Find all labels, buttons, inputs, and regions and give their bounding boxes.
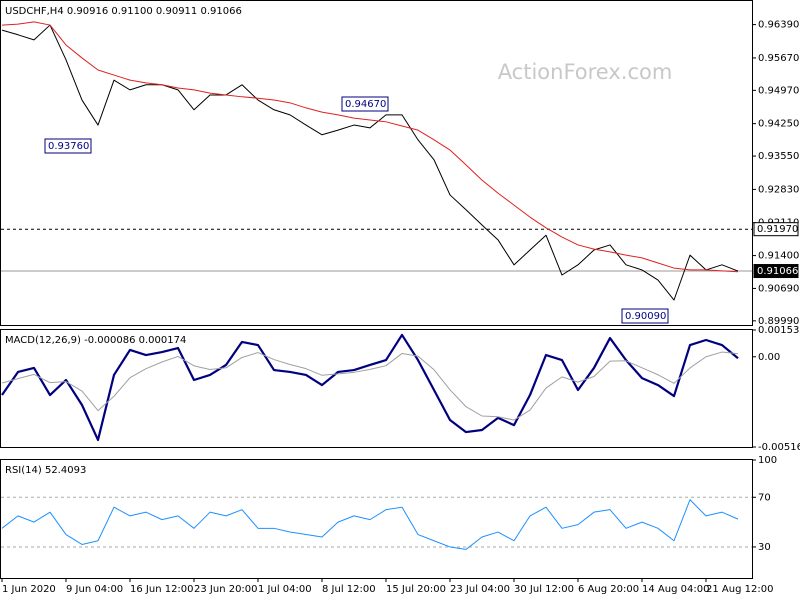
x-tick-label: 23 Jun 20:00	[194, 584, 258, 595]
y-tick-label: 0.93550	[758, 151, 799, 162]
y-tick-label: 0.92830	[758, 184, 799, 195]
panel-title: USDCHF,H4 0.90916 0.91100 0.90911 0.9106…	[5, 6, 242, 17]
x-tick-label: 23 Jul 04:00	[450, 584, 510, 595]
y-tick-label: 70	[758, 492, 771, 503]
price-label-box	[753, 222, 799, 237]
x-tick-label: 21 Aug 12:00	[706, 584, 773, 595]
y-tick-label: 30	[758, 542, 771, 553]
y-tick-label: 0.00	[758, 352, 780, 363]
y-tick-label: 0.96390	[758, 20, 799, 31]
series-line	[1, 499, 739, 550]
annotation-box	[621, 308, 669, 324]
panel-title: RSI(14) 52.4093	[5, 465, 86, 476]
y-tick-label: 100	[758, 455, 777, 466]
x-tick-label: 1 Jul 04:00	[258, 584, 312, 595]
price-label-box	[753, 264, 799, 279]
annotation: 0.94670	[345, 99, 386, 110]
series-line	[1, 351, 739, 421]
series-line	[1, 333, 739, 442]
annotation: 0.93760	[48, 141, 89, 152]
y-tick-label: 0.94250	[758, 119, 799, 130]
panel-title: MACD(12,26,9) -0.000086 0.000174	[5, 335, 186, 346]
x-tick-label: 6 Aug 20:00	[578, 584, 639, 595]
x-tick-label: 14 Aug 04:00	[642, 584, 709, 595]
x-tick-label: 16 Jun 12:00	[130, 584, 194, 595]
price-label: 0.91066	[757, 266, 798, 277]
y-tick-label: 0.89990	[758, 316, 799, 327]
annotation-box	[341, 96, 389, 112]
y-tick-label: 0.90690	[758, 283, 799, 294]
series-line	[1, 24, 739, 301]
x-tick-label: 8 Jul 12:00	[322, 584, 376, 595]
x-tick-label: 9 Jun 04:00	[66, 584, 123, 595]
annotation-box	[44, 138, 92, 154]
y-tick-label: 0.95670	[758, 53, 799, 64]
annotation: 0.90090	[625, 311, 666, 322]
panel-frame	[0, 0, 753, 326]
x-tick-label: 1 Jun 2020	[2, 584, 56, 595]
series-line	[1, 21, 739, 273]
watermark: ActionForex.com	[498, 60, 673, 84]
y-tick-label: 0.91400	[758, 251, 799, 262]
y-tick-label: -0.005164	[758, 442, 800, 453]
price-label: 0.91970	[757, 224, 798, 235]
x-tick-label: 15 Jul 20:00	[386, 584, 446, 595]
x-tick-label: 30 Jul 12:00	[514, 584, 574, 595]
panel-frame	[0, 459, 753, 579]
y-tick-label: 0.001532	[758, 325, 800, 336]
y-tick-label: 0.94970	[758, 85, 799, 96]
panel-frame	[0, 329, 753, 448]
